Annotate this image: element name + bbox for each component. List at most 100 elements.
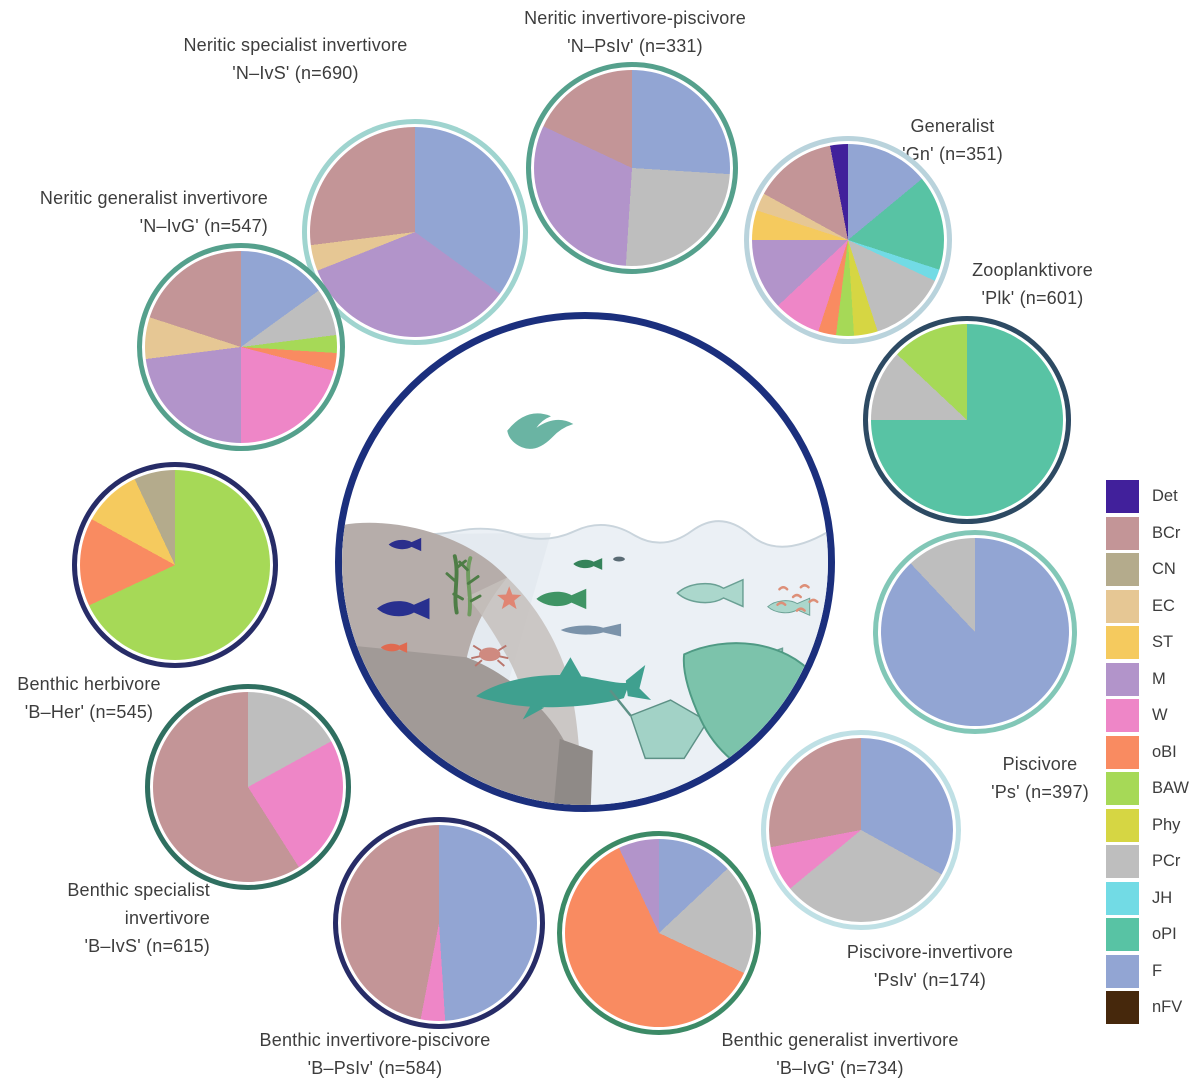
legend-label-PCr: PCr	[1152, 852, 1181, 870]
legend-item-Phy: Phy	[1106, 808, 1189, 842]
pie-code: 'Ps' (n=397)	[991, 782, 1089, 802]
legend-swatch-ST	[1106, 626, 1139, 659]
krill-icon	[776, 584, 819, 612]
pie-title: Benthic specialist	[67, 880, 210, 900]
pie-title: Benthic invertivore-piscivore	[259, 1030, 491, 1050]
legend-item-oPI: oPI	[1106, 918, 1189, 951]
pie-ps-slices	[881, 538, 1069, 726]
pie-title: Zooplanktivore	[972, 260, 1093, 280]
pie-b-psiv[interactable]	[333, 817, 545, 1029]
starfish-icon	[497, 586, 522, 610]
pie-label-b-psiv: Benthic invertivore-piscivore 'B–PsIv' (…	[235, 1026, 515, 1082]
legend-label-Det: Det	[1152, 487, 1178, 505]
pie-label-gn: Generalist 'Gn' (n=351)	[860, 112, 1045, 168]
legend-label-F: F	[1152, 961, 1163, 980]
pie-n-ivs[interactable]	[302, 119, 528, 345]
pie-label-ps: Piscivore 'Ps' (n=397)	[950, 750, 1130, 806]
legend-item-EC: EC	[1106, 589, 1189, 623]
legend-swatch-Det	[1106, 480, 1139, 513]
pie-ps[interactable]	[873, 530, 1077, 734]
pie-b-ivg[interactable]	[557, 831, 761, 1035]
pie-label-n-psiv: Neritic invertivore-piscivore 'N–PsIv' (…	[495, 4, 775, 60]
legend-item-nFV: nFV	[1106, 991, 1189, 1024]
pie-title: Piscivore-invertivore	[846, 942, 1014, 962]
pie-n-psiv-slices	[534, 70, 730, 266]
pie-title: Neritic specialist invertivore	[183, 35, 408, 55]
pie-code: 'Gn' (n=351)	[902, 144, 1003, 164]
pie-b-her[interactable]	[72, 462, 278, 668]
pie-title: Benthic generalist invertivore	[721, 1030, 959, 1050]
pie-label-b-ivs: Benthic specialist invertivore 'B–IvS' (…	[30, 876, 210, 960]
legend-label-W: W	[1152, 706, 1168, 724]
legend-item-M: M	[1106, 662, 1189, 696]
pie-psiv-slices	[769, 738, 953, 922]
pie-label-psiv: Piscivore-invertivore 'PsIv' (n=174)	[820, 938, 1040, 994]
ecosystem-illustration	[335, 312, 835, 812]
pie-title: Generalist	[910, 116, 995, 136]
legend-item-BCr: BCr	[1106, 516, 1189, 550]
legend-swatch-BAW	[1106, 772, 1139, 805]
seaweed-icon	[445, 554, 482, 617]
pie-code: 'N–IvS' (n=690)	[232, 63, 359, 83]
legend-item-F: F	[1106, 954, 1189, 988]
pie-plk[interactable]	[863, 316, 1071, 524]
legend-swatch-Phy	[1106, 808, 1139, 842]
pie-b-ivs-slices	[153, 692, 343, 882]
legend-item-PCr: PCr	[1106, 845, 1189, 878]
legend-item-JH: JH	[1106, 881, 1189, 915]
legend-label-Phy: Phy	[1152, 815, 1181, 834]
pie-b-psiv-slices	[341, 825, 537, 1021]
seafloor-column	[553, 738, 593, 805]
pie-n-ivg-slices	[145, 251, 337, 443]
pie-code: 'B–IvS' (n=615)	[84, 936, 210, 956]
legend-label-CN: CN	[1152, 560, 1176, 578]
seabird-icon	[507, 413, 574, 449]
pie-n-psiv[interactable]	[526, 62, 738, 274]
pie-b-ivs[interactable]	[145, 684, 351, 890]
pie-label-plk: Zooplanktivore 'Plk' (n=601)	[930, 256, 1135, 312]
legend-swatch-M	[1106, 662, 1139, 696]
legend-item-ST: ST	[1106, 626, 1189, 659]
legend-label-oBI: oBI	[1152, 742, 1177, 761]
legend-label-M: M	[1152, 669, 1166, 688]
pie-code: 'N–PsIv' (n=331)	[567, 36, 703, 56]
crab-icon	[471, 644, 509, 667]
legend-swatch-CN	[1106, 553, 1139, 586]
pie-n-ivg[interactable]	[137, 243, 345, 451]
legend-label-ST: ST	[1152, 633, 1174, 651]
pie-title: Neritic invertivore-piscivore	[524, 8, 746, 28]
legend-swatch-F	[1106, 954, 1139, 988]
legend-item-oBI: oBI	[1106, 735, 1189, 769]
pie-code: 'B–PsIv' (n=584)	[307, 1058, 443, 1078]
pie-b-ivg-slices	[565, 839, 753, 1027]
pie-title: Piscivore	[1002, 754, 1078, 774]
pie-b-her-slices	[80, 470, 270, 660]
pie-label-b-her: Benthic herbivore 'B–Her' (n=545)	[5, 670, 173, 726]
pie-label-b-ivg: Benthic generalist invertivore 'B–IvG' (…	[700, 1026, 980, 1082]
legend-swatch-PCr	[1106, 845, 1139, 878]
legend-swatch-JH	[1106, 881, 1139, 915]
tiny-fish-icon	[613, 556, 625, 562]
legend-label-oPI: oPI	[1152, 925, 1177, 943]
legend-item-BAW: BAW	[1106, 772, 1189, 805]
legend-label-EC: EC	[1152, 596, 1175, 615]
legend-item-CN: CN	[1106, 553, 1189, 586]
shark-icon	[476, 657, 652, 720]
legend-swatch-EC	[1106, 589, 1139, 623]
pie-code: 'B–IvG' (n=734)	[776, 1058, 904, 1078]
legend-item-W: W	[1106, 699, 1189, 732]
legend-item-Det: Det	[1106, 480, 1189, 513]
pie-title: invertivore	[124, 908, 210, 928]
legend-swatch-oBI	[1106, 735, 1139, 769]
pie-code: 'PsIv' (n=174)	[873, 970, 987, 990]
pie-title: Benthic herbivore	[17, 674, 161, 694]
ecosystem-svg	[342, 413, 828, 805]
legend-label-BAW: BAW	[1152, 779, 1189, 797]
pie-psiv[interactable]	[761, 730, 961, 930]
pie-n-ivs-slices	[310, 127, 520, 337]
pie-code: 'Plk' (n=601)	[981, 288, 1084, 308]
pie-label-n-ivg: Neritic generalist invertivore 'N–IvG' (…	[0, 184, 268, 240]
pie-gn[interactable]	[744, 136, 952, 344]
legend-swatch-BCr	[1106, 516, 1139, 550]
